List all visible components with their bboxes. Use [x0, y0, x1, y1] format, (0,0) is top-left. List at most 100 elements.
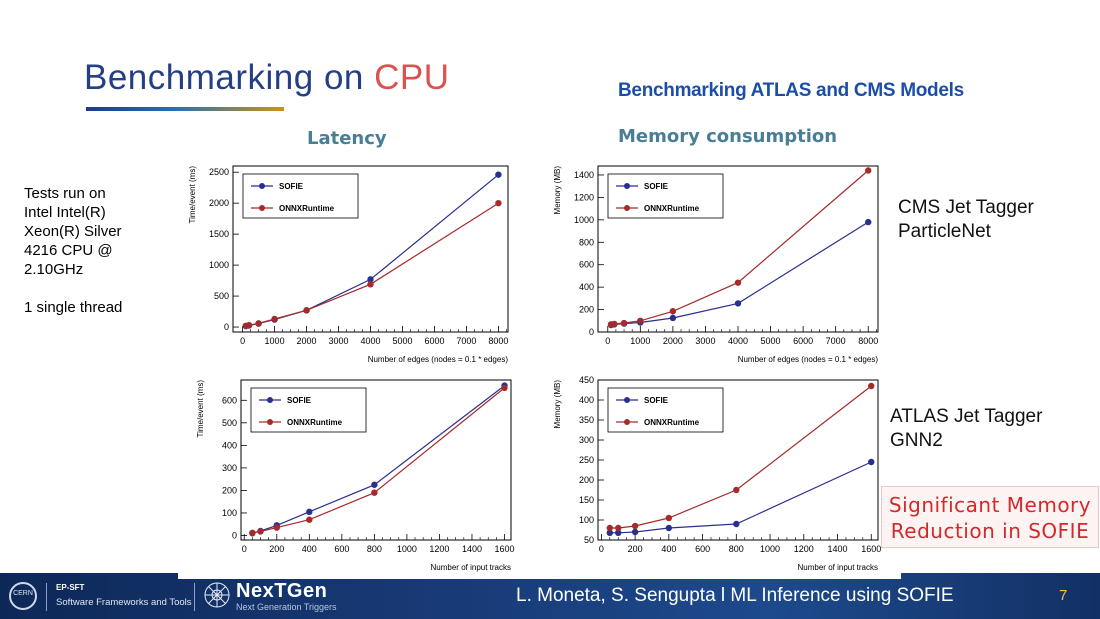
- note-line: 1 single thread: [24, 299, 123, 316]
- data-point: [733, 486, 740, 494]
- y-tick-label: 300: [222, 463, 237, 473]
- memory-reduction-callout: Significant Memory Reduction in SOFIE: [881, 486, 1099, 548]
- cern-logo-text: CERN: [13, 590, 33, 597]
- x-tick-label: 200: [628, 544, 643, 554]
- data-point: [303, 307, 310, 314]
- y-tick-label: 2000: [209, 198, 229, 208]
- x-tick-label: 0: [240, 336, 245, 346]
- footer-bar: [0, 573, 1100, 619]
- note-line: 4216 CPU @: [24, 242, 113, 259]
- nextgen-subtitle: Next Generation Triggers: [236, 602, 337, 612]
- data-point: [495, 171, 502, 178]
- cms-model-label: CMS Jet Tagger ParticleNet: [898, 196, 1034, 244]
- data-point: [637, 317, 644, 324]
- data-point: [367, 276, 374, 283]
- x-tick-label: 800: [367, 544, 382, 554]
- y-tick-label: 0: [224, 322, 229, 332]
- page-number: 7: [1059, 587, 1068, 604]
- department-name: EP-SFT: [56, 583, 85, 592]
- y-tick-label: 350: [579, 415, 594, 425]
- atlas-memory-chart: 50 100 150 200 250 300 350 400 450 0 200 400 600 800 1…: [553, 375, 881, 572]
- data-point: [271, 315, 278, 323]
- y-tick-label: 1400: [574, 170, 594, 180]
- note-line: Intel Intel(R): [24, 204, 106, 221]
- x-tick-label: 5000: [392, 336, 412, 346]
- y-tick-label: 500: [222, 418, 237, 428]
- callout-line-2: Reduction in SOFIE: [890, 519, 1090, 543]
- x-tick-label: 7000: [456, 336, 476, 346]
- legend-entry: SOFIE: [644, 182, 669, 191]
- y-axis-label: Memory (MB): [553, 166, 562, 215]
- legend-marker: [267, 419, 273, 425]
- atlas-line-1: ATLAS Jet Tagger: [890, 406, 1043, 427]
- x-tick-label: 3000: [329, 336, 349, 346]
- data-point: [245, 321, 253, 329]
- y-tick-label: 400: [579, 395, 594, 405]
- legend-marker: [259, 183, 265, 189]
- x-tick-label: 1000: [760, 544, 780, 554]
- atlas-line-2: GNN2: [890, 430, 943, 451]
- y-tick-label: 1000: [574, 215, 594, 225]
- y-tick-label: 600: [579, 260, 594, 270]
- y-tick-label: 200: [222, 485, 237, 495]
- data-point: [669, 314, 677, 322]
- y-axis-label: Memory (MB): [553, 380, 562, 429]
- data-point: [255, 320, 262, 327]
- x-tick-label: 1600: [494, 544, 514, 554]
- legend-marker: [624, 183, 630, 189]
- y-tick-label: 0: [232, 530, 237, 540]
- y-tick-label: 100: [579, 515, 594, 525]
- x-tick-label: 400: [661, 544, 676, 554]
- x-tick-label: 1200: [794, 544, 814, 554]
- note-line: 2.10GHz: [24, 261, 84, 278]
- x-axis-label: Number of edges (nodes = 0.1 * edges): [368, 355, 509, 364]
- y-axis-label: Time/event (ms): [188, 166, 197, 224]
- footer-divider: [194, 583, 195, 611]
- x-tick-label: 1000: [397, 544, 417, 554]
- x-tick-label: 6000: [424, 336, 444, 346]
- x-tick-label: 1000: [265, 336, 285, 346]
- x-tick-label: 800: [729, 544, 744, 554]
- x-tick-label: 1600: [861, 544, 881, 554]
- x-tick-label: 2000: [297, 336, 317, 346]
- legend-entry: ONNXRuntime: [644, 204, 700, 213]
- slide-subtitle: Benchmarking ATLAS and CMS Models: [618, 80, 964, 101]
- note-spacer: [24, 279, 164, 298]
- cms-latency-chart: 0 500 1000 1500 2000 2500 0 1000 2000 3000 4000 500…: [188, 165, 509, 364]
- footer-notch: [178, 573, 901, 579]
- data-point: [606, 529, 614, 536]
- legend-marker: [267, 397, 273, 403]
- data-point: [865, 167, 872, 174]
- y-tick-label: 300: [579, 435, 594, 445]
- y-tick-label: 150: [579, 495, 594, 505]
- data-point: [249, 529, 256, 536]
- data-point: [257, 528, 264, 535]
- y-tick-label: 2500: [209, 167, 229, 177]
- data-point: [273, 524, 280, 531]
- data-point: [615, 529, 622, 536]
- data-point: [865, 218, 872, 226]
- x-tick-label: 4000: [728, 336, 748, 346]
- legend-entry: ONNXRuntime: [279, 204, 335, 213]
- x-tick-label: 1200: [429, 544, 449, 554]
- x-axis-label: Number of edges (nodes = 0.1 * edges): [738, 355, 879, 364]
- data-point: [631, 522, 639, 530]
- data-point: [631, 528, 639, 536]
- legend-entry: ONNXRuntime: [287, 418, 343, 427]
- data-point: [367, 281, 374, 288]
- x-tick-label: 1400: [462, 544, 482, 554]
- x-tick-label: 600: [334, 544, 349, 554]
- x-tick-label: 7000: [826, 336, 846, 346]
- test-notes: Tests run on Intel Intel(R) Xeon(R) Silv…: [24, 184, 164, 317]
- cms-line-2: ParticleNet: [898, 221, 991, 242]
- x-axis-label: Number of input tracks: [431, 563, 511, 572]
- title-accent: CPU: [374, 58, 450, 97]
- department-subtitle: Software Frameworks and Tools: [56, 597, 192, 608]
- y-tick-label: 50: [584, 535, 594, 545]
- x-tick-label: 4000: [360, 336, 380, 346]
- y-tick-label: 200: [579, 475, 594, 485]
- cms-line-1: CMS Jet Tagger: [898, 197, 1034, 218]
- y-tick-label: 500: [214, 291, 229, 301]
- data-point: [495, 199, 502, 207]
- legend-marker: [624, 205, 630, 211]
